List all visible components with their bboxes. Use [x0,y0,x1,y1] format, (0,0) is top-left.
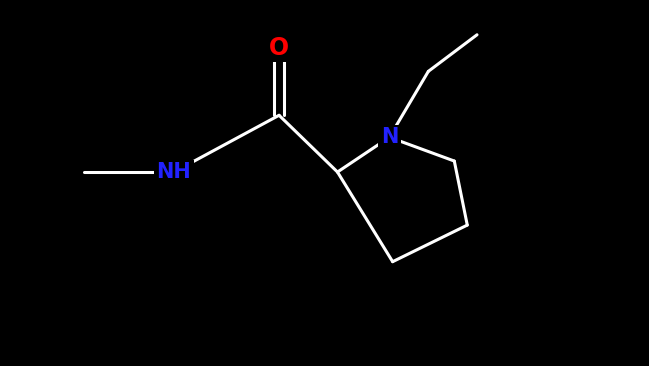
Text: O: O [269,36,289,60]
Text: N: N [381,127,398,147]
Text: NH: NH [156,162,191,182]
